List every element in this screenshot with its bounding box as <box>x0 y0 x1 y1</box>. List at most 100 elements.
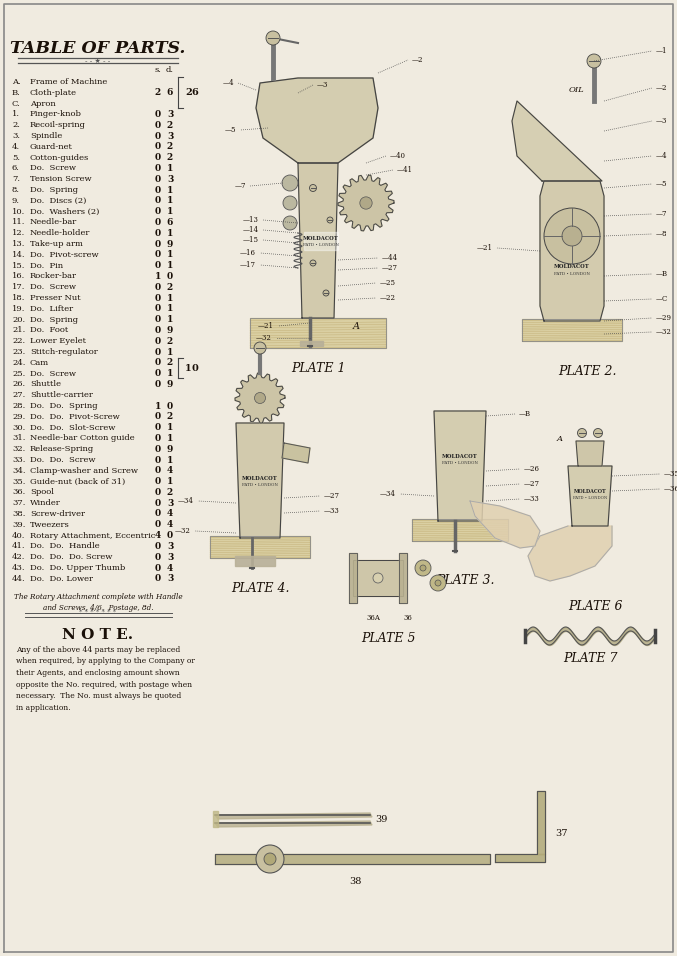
Text: 42.: 42. <box>12 554 25 561</box>
Polygon shape <box>576 441 604 466</box>
Text: 24.: 24. <box>12 358 25 367</box>
Text: Needle-bar: Needle-bar <box>30 218 77 227</box>
Polygon shape <box>215 854 490 864</box>
Text: —3: —3 <box>656 117 668 125</box>
Text: 2: 2 <box>155 88 161 98</box>
Text: 9: 9 <box>167 445 173 454</box>
Polygon shape <box>215 821 372 827</box>
Text: 33.: 33. <box>12 456 25 464</box>
Text: Do.  Do.  Do. Screw: Do. Do. Do. Screw <box>30 554 112 561</box>
Polygon shape <box>256 78 378 163</box>
Text: PLATE 6: PLATE 6 <box>568 599 622 613</box>
Text: 1: 1 <box>155 402 161 410</box>
Text: Do.  Screw: Do. Screw <box>30 370 76 378</box>
Text: 28.: 28. <box>12 402 25 410</box>
Text: Do.  Spring: Do. Spring <box>30 186 78 194</box>
Text: 0: 0 <box>155 499 161 508</box>
Text: PLATE 3.: PLATE 3. <box>436 575 494 588</box>
Text: 2: 2 <box>185 88 192 98</box>
Polygon shape <box>568 466 612 526</box>
Text: 0: 0 <box>155 185 161 194</box>
Text: 6.: 6. <box>12 164 20 172</box>
Text: d.: d. <box>166 66 174 74</box>
Text: 36: 36 <box>403 614 412 622</box>
Text: 4: 4 <box>155 532 161 540</box>
Text: A: A <box>353 321 359 331</box>
Text: 0: 0 <box>155 553 161 562</box>
Text: 0: 0 <box>155 304 161 314</box>
Text: 7.: 7. <box>12 175 20 184</box>
Text: —25: —25 <box>380 279 396 287</box>
Text: Needle-bar Cotton guide: Needle-bar Cotton guide <box>30 434 135 443</box>
Circle shape <box>264 853 276 865</box>
Text: 3: 3 <box>167 499 173 508</box>
Text: C.: C. <box>12 99 21 108</box>
Text: Do.  Do. Lower: Do. Do. Lower <box>30 575 93 583</box>
Text: 32.: 32. <box>12 445 25 453</box>
Text: —1: —1 <box>656 47 668 55</box>
Text: 19.: 19. <box>12 305 25 313</box>
Text: 0: 0 <box>155 542 161 551</box>
Text: 0: 0 <box>155 175 161 184</box>
Text: —15: —15 <box>243 236 259 244</box>
Text: Do.  Pin: Do. Pin <box>30 262 63 270</box>
Text: 3: 3 <box>167 575 173 583</box>
Text: —5: —5 <box>656 180 668 188</box>
Text: Guide-nut (back of 31): Guide-nut (back of 31) <box>30 478 125 486</box>
Text: A.: A. <box>12 78 20 86</box>
Text: 0: 0 <box>155 445 161 454</box>
Text: 0: 0 <box>155 261 161 271</box>
Text: Tension Screw: Tension Screw <box>30 175 91 184</box>
Text: 18.: 18. <box>12 294 25 302</box>
Text: Tweezers: Tweezers <box>30 521 70 529</box>
Circle shape <box>360 197 372 209</box>
Text: 3: 3 <box>167 542 173 551</box>
Polygon shape <box>434 411 486 521</box>
Text: Do.  Spring: Do. Spring <box>30 315 78 323</box>
Text: —34: —34 <box>380 490 396 498</box>
Text: —40: —40 <box>390 152 406 160</box>
Text: —7: —7 <box>656 210 668 218</box>
Text: 2.: 2. <box>12 121 20 129</box>
Text: 0: 0 <box>155 337 161 346</box>
Text: —32: —32 <box>656 328 672 336</box>
Text: —3: —3 <box>317 81 328 89</box>
Text: Rocker-bar: Rocker-bar <box>30 272 77 280</box>
Text: —B: —B <box>519 410 531 418</box>
Text: 0: 0 <box>155 293 161 302</box>
Circle shape <box>562 226 582 246</box>
Text: —27: —27 <box>382 264 398 272</box>
Text: Do.  Lifter: Do. Lifter <box>30 305 73 313</box>
Text: 3: 3 <box>167 553 173 562</box>
Text: MOLDACOT: MOLDACOT <box>554 264 590 269</box>
Text: Clamp-washer and Screw: Clamp-washer and Screw <box>30 467 138 475</box>
Circle shape <box>310 260 316 266</box>
Text: Do.  Do. Upper Thumb: Do. Do. Upper Thumb <box>30 564 125 572</box>
Circle shape <box>594 428 603 438</box>
Circle shape <box>415 560 431 576</box>
Text: —7: —7 <box>234 182 246 190</box>
Text: —33: —33 <box>324 507 340 515</box>
Text: 37: 37 <box>555 830 567 838</box>
Text: 5.: 5. <box>12 154 20 162</box>
Text: 1: 1 <box>167 250 173 259</box>
Text: Spool: Spool <box>30 489 54 496</box>
Text: —2: —2 <box>656 84 668 92</box>
Text: —22: —22 <box>380 294 396 302</box>
Text: 1: 1 <box>167 424 173 432</box>
Text: 26.: 26. <box>12 380 25 388</box>
Text: 2: 2 <box>167 142 173 151</box>
Text: Do.  Discs (2): Do. Discs (2) <box>30 197 87 205</box>
Text: 0: 0 <box>155 477 161 486</box>
Text: Do.  Foot: Do. Foot <box>30 326 68 335</box>
Text: 38.: 38. <box>12 510 25 518</box>
Text: 0: 0 <box>155 380 161 389</box>
Text: MOLDACOT: MOLDACOT <box>242 475 278 481</box>
Text: 6: 6 <box>191 88 198 98</box>
Text: 1: 1 <box>167 185 173 194</box>
Text: —5: —5 <box>225 126 236 134</box>
Text: 0: 0 <box>167 402 173 410</box>
Text: 12.: 12. <box>12 229 25 237</box>
Text: Take-up arm: Take-up arm <box>30 240 83 248</box>
Text: Do.  Pivot-screw: Do. Pivot-screw <box>30 250 99 259</box>
